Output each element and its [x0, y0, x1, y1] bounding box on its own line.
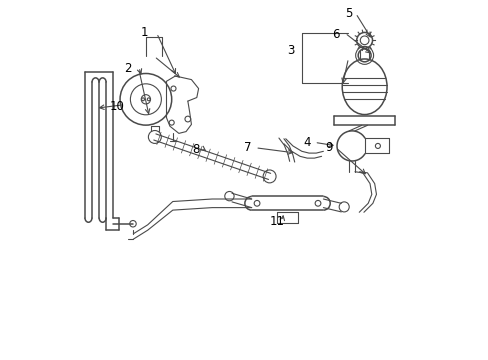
Text: 11: 11 — [269, 215, 284, 228]
Text: 2: 2 — [124, 62, 131, 75]
Text: 5: 5 — [344, 7, 351, 20]
Text: 7: 7 — [244, 141, 251, 154]
Text: 6: 6 — [331, 28, 339, 41]
Text: 1: 1 — [140, 27, 147, 40]
Text: 9: 9 — [325, 141, 332, 154]
Text: 10: 10 — [109, 100, 124, 113]
Text: 4: 4 — [303, 136, 310, 149]
Text: 3: 3 — [287, 44, 294, 57]
Text: 8: 8 — [192, 143, 200, 156]
